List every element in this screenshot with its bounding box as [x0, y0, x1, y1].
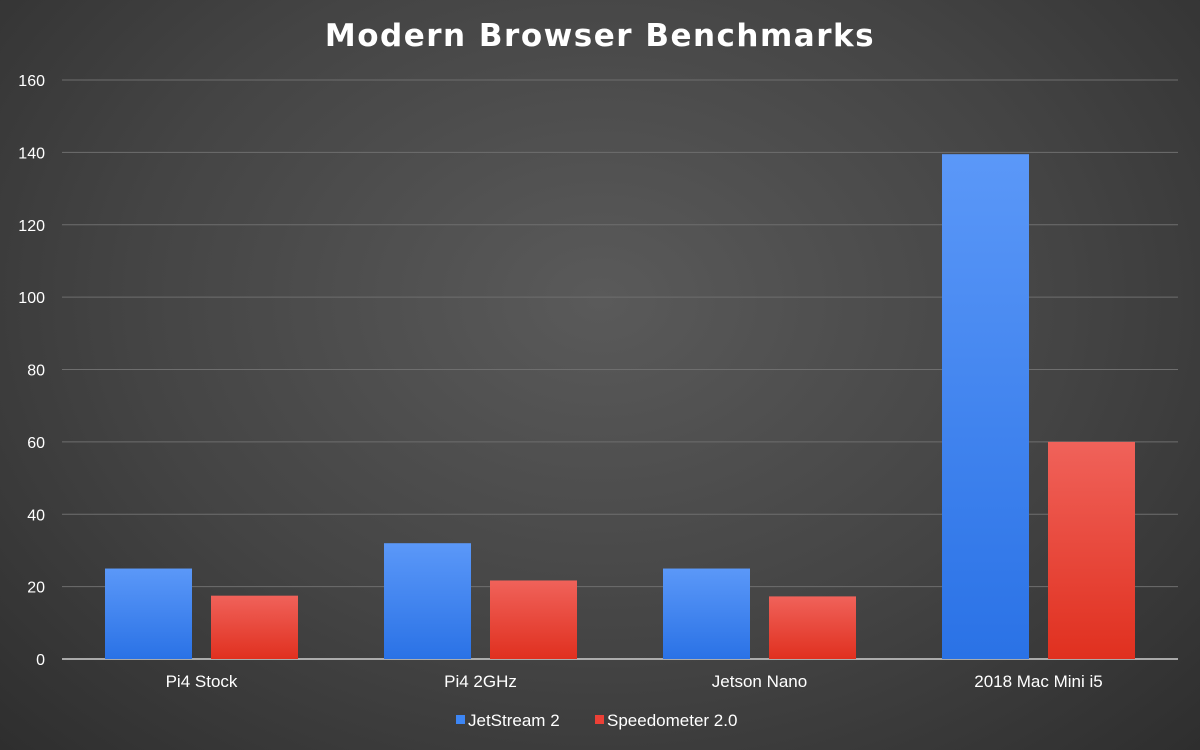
legend-swatch-1	[595, 715, 604, 724]
legend-swatch-0	[456, 715, 465, 724]
x-category-label: Pi4 Stock	[166, 672, 238, 691]
bar-speedometer-0	[211, 595, 298, 659]
bar-speedometer-2	[769, 596, 856, 659]
bar-jetstream-0	[105, 568, 192, 659]
bar-speedometer-3	[1048, 441, 1135, 659]
y-axis-ticks: 0 20 40 60 80 100 120 140 160	[18, 73, 45, 669]
legend-label-0: JetStream 2	[468, 711, 560, 730]
bar-jetstream-2	[663, 568, 750, 659]
y-tick-label: 100	[18, 290, 45, 307]
bar-speedometer-1	[490, 580, 577, 659]
x-category-label: Pi4 2GHz	[444, 672, 517, 691]
bar-jetstream-3	[942, 154, 1029, 659]
y-tick-label: 20	[27, 580, 45, 597]
x-axis-categories: Pi4 Stock Pi4 2GHz Jetson Nano 2018 Mac Min…	[166, 672, 1103, 691]
y-tick-label: 60	[27, 435, 45, 452]
x-category-label: Jetson Nano	[712, 672, 807, 691]
chart-title: Modern Browser Benchmarks	[325, 18, 875, 54]
y-tick-label: 160	[18, 73, 45, 90]
bar-jetstream-1	[384, 543, 471, 659]
y-tick-label: 0	[36, 652, 45, 669]
legend-label-1: Speedometer 2.0	[607, 711, 737, 730]
y-tick-label: 140	[18, 145, 45, 162]
x-category-label: 2018 Mac Mini i5	[974, 672, 1103, 691]
legend: JetStream 2 Speedometer 2.0	[456, 711, 737, 730]
bars	[105, 154, 1135, 659]
y-tick-label: 120	[18, 218, 45, 235]
y-tick-label: 40	[27, 507, 45, 524]
y-tick-label: 80	[27, 363, 45, 380]
